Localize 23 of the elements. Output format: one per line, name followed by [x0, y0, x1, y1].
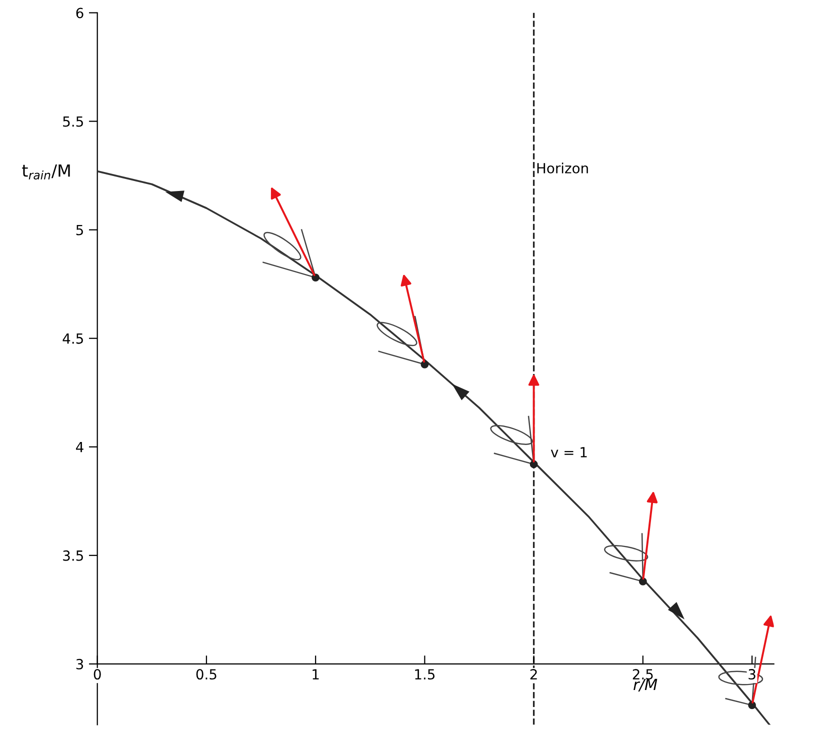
point: [748, 701, 756, 710]
ref-line-label: Horizon: [537, 162, 588, 174]
point: [312, 274, 320, 282]
x-tick-label: 3: [748, 669, 756, 680]
y-axis-title: t$_{rain}$/M: [22, 164, 70, 180]
y-tick-label: 5.5: [63, 116, 83, 127]
x-tick-label: 0.5: [196, 669, 216, 680]
point: [530, 460, 538, 468]
x-tick-label: 1.5: [415, 669, 435, 680]
y-tick-label: 3.5: [63, 550, 83, 561]
y-tick-label: 6: [76, 8, 84, 18]
y-tick-label: 4.5: [62, 334, 83, 344]
x-tick-label: 2: [530, 669, 537, 680]
y-tick-label: 5: [76, 224, 83, 236]
point: [420, 360, 429, 368]
x-tick-label: 0: [94, 669, 101, 680]
x-axis-title: r/M: [634, 678, 658, 692]
annotation: v = 1: [550, 447, 587, 458]
point: [638, 578, 647, 586]
x-tick-label: 1: [312, 669, 319, 680]
y-tick-label: 4: [76, 442, 84, 452]
y-tick-label: 3: [76, 658, 84, 670]
x-tick-label: 2.5: [632, 669, 653, 680]
